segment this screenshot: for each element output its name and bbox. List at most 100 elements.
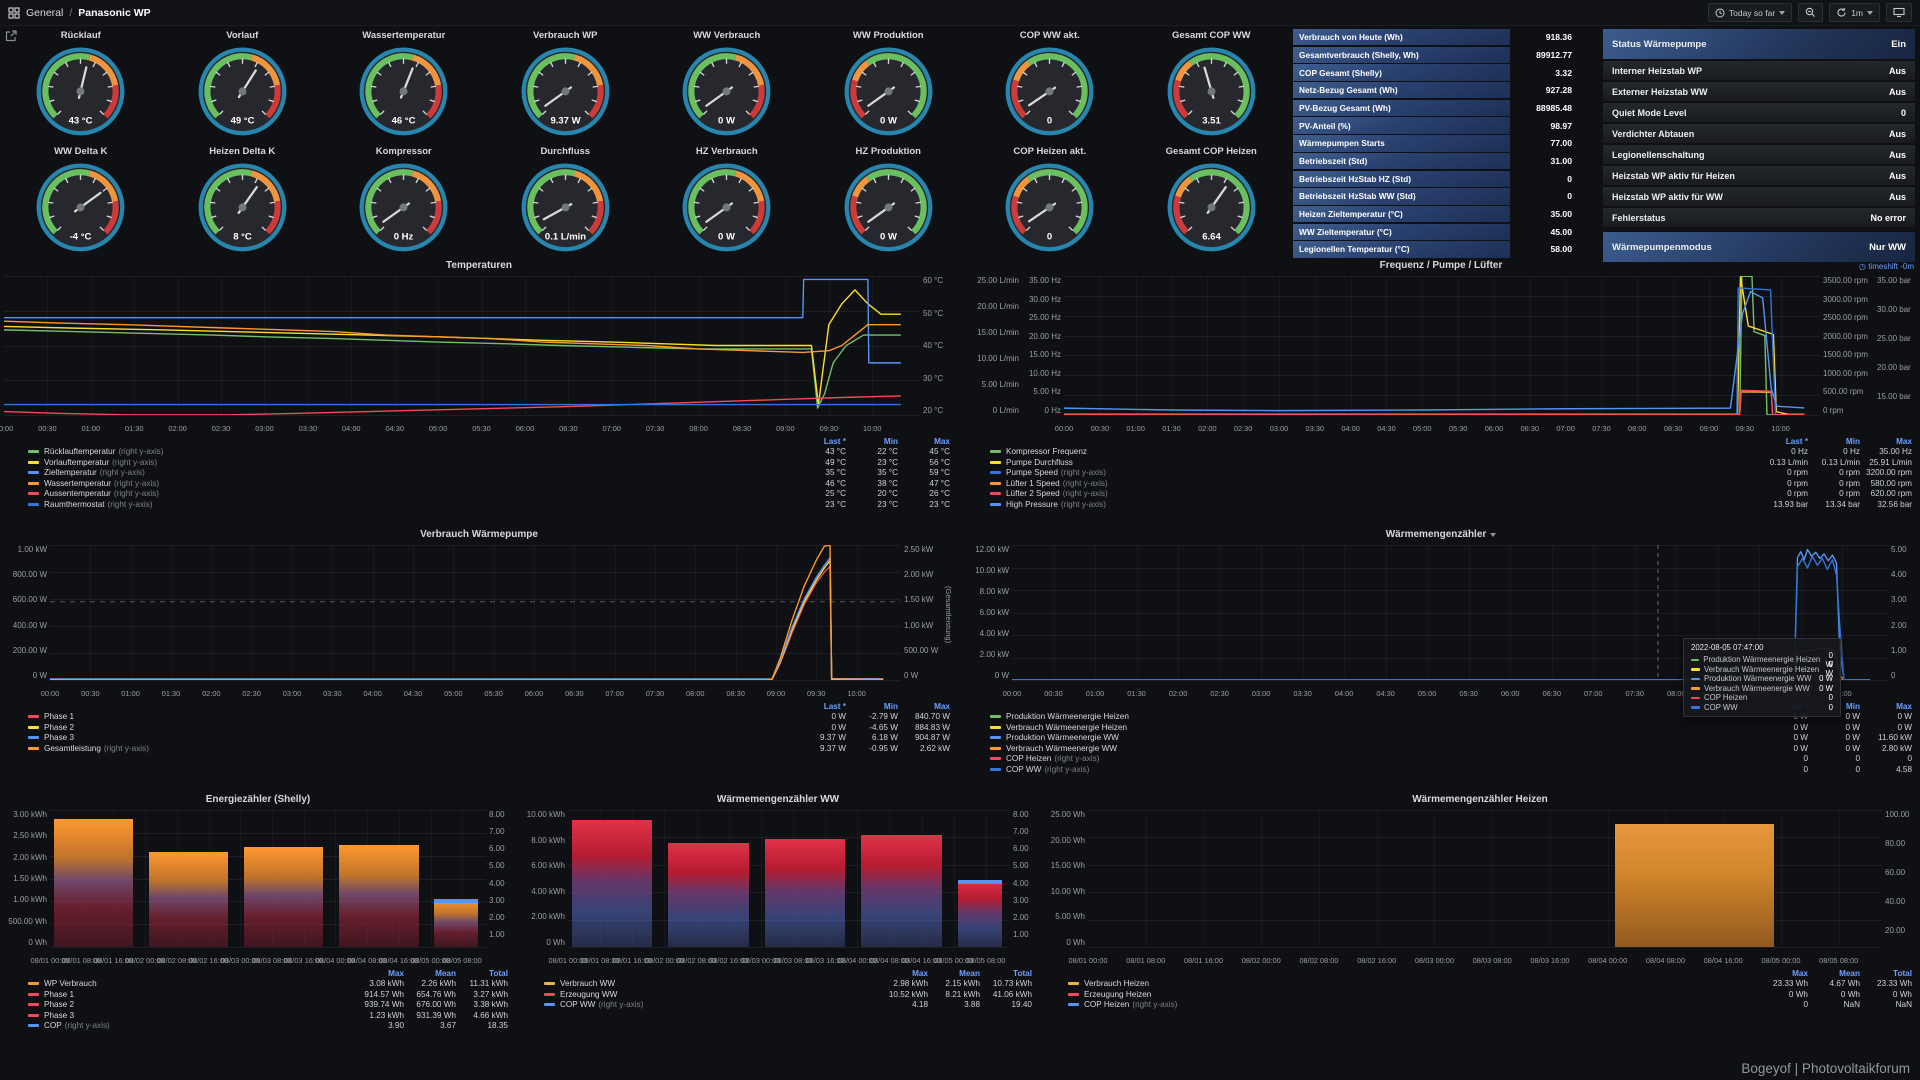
- legend-col-max[interactable]: Max: [934, 701, 950, 711]
- axis-tick: 0 Hz: [1044, 405, 1061, 415]
- gauge-title: Gesamt COP Heizen: [1165, 146, 1257, 157]
- x-axis-tick: 03:00: [255, 424, 274, 433]
- legend-stat-value: 4.18: [912, 1000, 928, 1010]
- legend-series-label[interactable]: COP Heizen: [1084, 1000, 1130, 1010]
- legend-stat-value: -2.79 W: [869, 712, 898, 722]
- legend-series-label[interactable]: Vorlauftemperatur: [44, 457, 110, 467]
- legend-series-label[interactable]: Zieltemperatur: [44, 468, 97, 478]
- legend-col-mean[interactable]: Mean: [959, 968, 980, 978]
- dashboard-grid-icon[interactable]: [8, 6, 20, 19]
- legend-series-label[interactable]: Lüfter 2 Speed: [1006, 489, 1060, 499]
- gridline-horizontal: [4, 310, 920, 312]
- legend-col-min[interactable]: Min: [1845, 436, 1860, 446]
- gauge-dial: 3.51: [1167, 47, 1256, 136]
- legend-col-mean[interactable]: Mean: [1839, 968, 1860, 978]
- legend-col-max[interactable]: Max: [388, 968, 404, 978]
- legend-series-label[interactable]: Erzeugung WW: [560, 989, 618, 999]
- panel-title[interactable]: Wärmemengenzähler: [966, 527, 1916, 542]
- axis-tick: 2.00 kWh: [13, 852, 47, 862]
- legend-col-max[interactable]: Max: [1896, 436, 1912, 446]
- gridline-vertical: [1551, 545, 1553, 680]
- legend-series-label[interactable]: COP Heizen: [1006, 754, 1052, 764]
- legend-col-last[interactable]: Last *: [1785, 436, 1808, 446]
- legend-series-label[interactable]: Lüfter 1 Speed: [1006, 478, 1060, 488]
- legend-series-label[interactable]: Verbrauch WW: [560, 979, 616, 989]
- gauge-title: Kompressor: [375, 146, 432, 157]
- breadcrumb-folder[interactable]: General: [26, 6, 64, 19]
- legend-series-label[interactable]: Aussentemperatur: [44, 489, 111, 499]
- panel-title[interactable]: Temperaturen: [4, 258, 954, 273]
- legend-series-label[interactable]: Phase 3: [44, 733, 75, 743]
- legend-series-label[interactable]: Phase 3: [44, 1010, 75, 1020]
- legend-col-min[interactable]: Min: [883, 701, 898, 711]
- kiosk-mode-button[interactable]: [1886, 3, 1912, 22]
- gridline-vertical: [90, 276, 92, 415]
- legend-col-last[interactable]: Last *: [823, 436, 846, 446]
- legend-series-label[interactable]: Rücklauftemperatur: [44, 447, 116, 457]
- zoom-out-button[interactable]: [1798, 3, 1824, 22]
- legend-col-last[interactable]: Last *: [823, 701, 846, 711]
- axis-tick: 3.00: [1891, 595, 1907, 605]
- panel-title[interactable]: Energiezähler (Shelly): [4, 792, 512, 807]
- legend-series-label[interactable]: Produktion Wärmeenergie WW: [1006, 733, 1119, 743]
- legend-stat-value: 931.39 Wh: [416, 1010, 456, 1020]
- legend-series-label[interactable]: Raumthermostat: [44, 499, 105, 509]
- legend-col-max[interactable]: Max: [934, 436, 950, 446]
- legend-stat-value: 0.13 L/min: [1769, 457, 1808, 467]
- legend-col-total[interactable]: Total: [1013, 968, 1032, 978]
- legend-series-label[interactable]: Wassertemperatur: [44, 478, 112, 488]
- panel-title[interactable]: Wärmemengenzähler WW: [520, 792, 1036, 807]
- legend-col-total[interactable]: Total: [1893, 968, 1912, 978]
- tooltip-row: Verbrauch Wärmeenergie WW 0 W: [1691, 684, 1833, 694]
- time-range-picker[interactable]: Today so far: [1707, 3, 1793, 22]
- share-link-icon[interactable]: [4, 29, 18, 43]
- legend-col-max[interactable]: Max: [912, 968, 928, 978]
- panel-title[interactable]: Frequenz / Pumpe / Lüfter ◷ timeshift -0m: [966, 258, 1916, 273]
- legend-series-label[interactable]: Pumpe Durchfluss: [1006, 457, 1073, 467]
- gridline-vertical: [130, 545, 132, 680]
- legend-series-label[interactable]: Pumpe Speed: [1006, 468, 1058, 478]
- legend-series-label[interactable]: Verbrauch Wärmeenergie Heizen: [1006, 722, 1128, 732]
- plot-area[interactable]: 00:00 00:30 01:00 01:30 02:00 02:30 03:00 03:30…: [41, 542, 901, 698]
- legend-series-label[interactable]: Produktion Wärmeenergie Heizen: [1006, 712, 1129, 722]
- gridline-vertical: [47, 276, 49, 415]
- plot-area[interactable]: 08/01 00:00 08/01 08:00 08/01 16:00 08/02 0…: [30, 807, 486, 965]
- legend-series-label[interactable]: COP WW: [560, 1000, 596, 1010]
- axis-tick: 4.00: [489, 878, 505, 888]
- legend-series-label[interactable]: Phase 2: [44, 1000, 75, 1010]
- legend-series-label[interactable]: COP: [44, 1021, 62, 1031]
- legend-series-label[interactable]: High Pressure: [1006, 499, 1058, 509]
- legend-series-label[interactable]: Verbrauch Heizen: [1084, 979, 1150, 989]
- legend-series-label[interactable]: WP Verbrauch: [44, 979, 97, 989]
- legend-series-label[interactable]: Verbrauch Wärmeenergie WW: [1006, 743, 1118, 753]
- plot-area[interactable]: 00:00 00:30 01:00 01:30 02:00 02:30 03:00 03:30…: [0, 273, 920, 433]
- legend-stat-value: 20 °C: [877, 489, 898, 499]
- legend-series-label[interactable]: Phase 1: [44, 989, 75, 999]
- x-axis-tick: 05:00: [444, 689, 463, 698]
- svg-text:49 °C: 49 °C: [230, 116, 254, 127]
- timeshift-indicator[interactable]: ◷ timeshift -0m: [1859, 262, 1914, 271]
- x-axis: 08/01 00:00 08/01 08:00 08/01 16:00 08/02 0…: [1068, 955, 1882, 966]
- legend-col-min[interactable]: Min: [1845, 701, 1860, 711]
- panel-title[interactable]: Verbrauch Wärmepumpe: [4, 527, 954, 542]
- plot-area[interactable]: 00:00 00:30 01:00 01:30 02:00 02:30 03:00 03:30…: [1055, 273, 1820, 433]
- legend-series-label[interactable]: Kompressor Frequenz: [1006, 447, 1087, 457]
- legend-series-label[interactable]: Gesamtleistung: [44, 743, 101, 753]
- plot-area[interactable]: 08/01 00:00 08/01 08:00 08/01 16:00 08/02 0…: [548, 807, 1010, 965]
- legend-series-label[interactable]: Phase 2: [44, 722, 75, 732]
- legend-col-max[interactable]: Max: [1896, 701, 1912, 711]
- breadcrumb-dashboard-title[interactable]: Panasonic WP: [78, 6, 151, 19]
- x-axis-tick: 08/04 08:00: [347, 956, 387, 965]
- panel-title[interactable]: Wärmemengenzähler Heizen: [1044, 792, 1916, 807]
- status-row-value: Aus: [1888, 149, 1906, 160]
- legend-col-total[interactable]: Total: [489, 968, 508, 978]
- legend-col-mean[interactable]: Mean: [435, 968, 456, 978]
- legend-col-min[interactable]: Min: [883, 436, 898, 446]
- legend-series-label[interactable]: Phase 1: [44, 712, 75, 722]
- legend-series-label[interactable]: COP WW: [1006, 764, 1042, 774]
- refresh-button[interactable]: 1m: [1829, 3, 1880, 22]
- legend-series-label[interactable]: Erzeugung Heizen: [1084, 989, 1152, 999]
- legend-col-max[interactable]: Max: [1792, 968, 1808, 978]
- plot-area[interactable]: 08/01 00:00 08/01 08:00 08/01 16:00 08/02 0…: [1068, 807, 1882, 965]
- axis-tick: 10.00 Hz: [1028, 368, 1061, 378]
